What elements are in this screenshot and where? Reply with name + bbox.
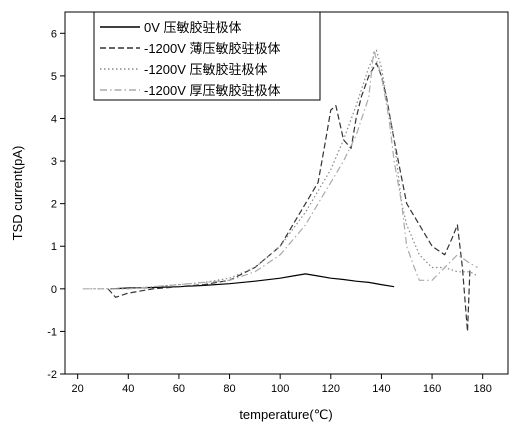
y-tick-label: 2 xyxy=(51,199,57,211)
x-tick-label: 160 xyxy=(423,383,441,395)
legend-label-2: -1200V 压敏胶驻极体 xyxy=(144,62,268,77)
legend-label-1: -1200V 薄压敏胶驻极体 xyxy=(144,41,281,56)
y-axis: -2 -1 0 1 2 3 4 5 6 xyxy=(47,28,65,381)
x-axis-title: temperature(℃) xyxy=(239,407,332,422)
y-tick-label: 4 xyxy=(51,113,57,125)
y-axis-title: TSD current(pA) xyxy=(10,146,25,241)
x-tick-label: 140 xyxy=(372,383,390,395)
y-tick-label: 0 xyxy=(51,284,57,296)
series-layer xyxy=(82,49,478,332)
y-tick-label: 1 xyxy=(51,241,57,253)
y-tick-label: -1 xyxy=(47,326,57,338)
legend-label-3: -1200V 厚压敏胶驻极体 xyxy=(144,83,281,98)
x-tick-label: 180 xyxy=(474,383,492,395)
x-tick-label: 100 xyxy=(271,383,289,395)
legend: 0V 压敏胶驻极体 -1200V 薄压敏胶驻极体 -1200V 压敏胶驻极体 -120… xyxy=(93,11,321,101)
x-tick-label: 120 xyxy=(322,383,340,395)
x-tick-label: 20 xyxy=(72,383,84,395)
x-tick-label: 40 xyxy=(122,383,134,395)
y-tick-label: 5 xyxy=(51,71,57,83)
x-tick-label: 60 xyxy=(173,383,185,395)
x-tick-label: 80 xyxy=(223,383,235,395)
series-line-1 xyxy=(107,62,471,332)
y-tick-label: -2 xyxy=(47,369,57,381)
y-tick-label: 3 xyxy=(51,156,57,168)
series-line-0 xyxy=(110,273,395,290)
x-axis: 20 40 60 80 100 120 140 160 180 xyxy=(72,374,492,395)
legend-label-0: 0V 压敏胶驻极体 xyxy=(144,20,242,35)
series-line-3 xyxy=(82,49,478,290)
y-tick-label: 6 xyxy=(51,28,57,40)
